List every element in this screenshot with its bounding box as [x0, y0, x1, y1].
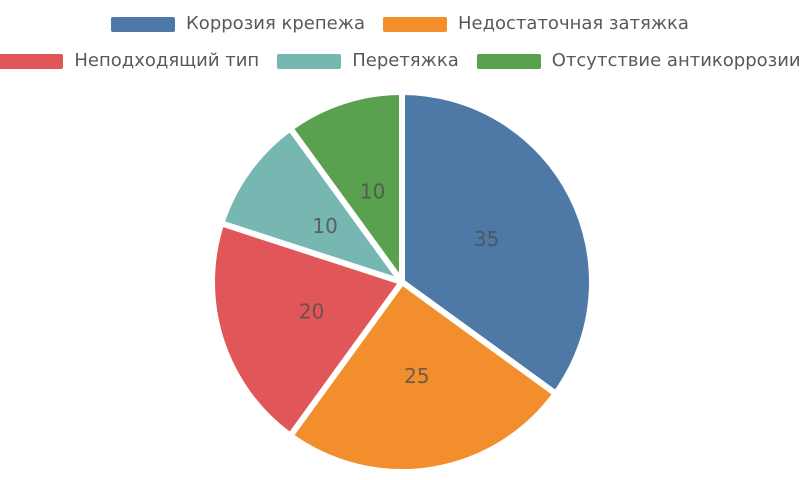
pie-value-label: 20	[299, 299, 324, 323]
legend-swatch-blue	[111, 16, 176, 32]
pie-slice-2	[209, 220, 405, 439]
legend-row-1: Коррозия крепежа Недостаточная затяжка	[111, 12, 689, 36]
pie-slice-1	[287, 279, 559, 475]
legend-label: Недостаточная затяжка	[457, 13, 689, 34]
pie-value-label: 25	[404, 364, 429, 388]
pie-value-label: 35	[474, 227, 499, 251]
legend-item-insufficient-tightening: Недостаточная затяжка	[382, 12, 689, 36]
legend-label: Неподходящий тип	[74, 50, 260, 71]
legend-label: Перетяжка	[352, 50, 459, 71]
pie-value-label: 10	[312, 214, 337, 238]
chart-legend: Коррозия крепежа Недостаточная затяжка Н…	[0, 12, 800, 73]
pie-value-label: 10	[360, 180, 385, 204]
legend-swatch-orange	[382, 16, 447, 32]
pie-slice-0	[399, 89, 595, 397]
pie-slice-3	[218, 125, 405, 285]
pie-slice-4	[287, 89, 405, 285]
legend-row-2: Неподходящий тип Перетяжка Отсутствие ан…	[0, 49, 800, 73]
legend-swatch-green	[476, 53, 541, 69]
legend-swatch-teal	[277, 53, 342, 69]
legend-item-corrosion: Коррозия крепежа	[111, 12, 365, 36]
legend-item-wrong-type: Неподходящий тип	[0, 49, 259, 73]
legend-item-no-anticorrosion: Отсутствие антикоррозии	[476, 49, 800, 73]
legend-label: Отсутствие антикоррозии	[551, 50, 800, 71]
legend-swatch-red	[0, 53, 64, 69]
legend-item-overtightening: Перетяжка	[277, 49, 459, 73]
legend-label: Коррозия крепежа	[186, 13, 365, 34]
